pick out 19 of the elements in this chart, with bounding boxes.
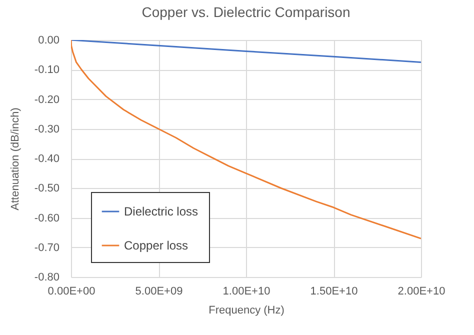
x-tick-label: 1.00E+10 [222, 286, 270, 298]
y-tick-label: -0.80 [34, 272, 60, 284]
x-tick-label: 2.00E+10 [398, 286, 446, 298]
y-tick-label: -0.40 [34, 153, 60, 165]
y-tick-label: 0.00 [38, 34, 60, 46]
x-axis-title: Frequency (Hz) [208, 304, 284, 316]
legend-label: Copper loss [124, 238, 188, 252]
x-tick-label: 5.00E+09 [135, 286, 183, 298]
legend-label: Dielectric loss [124, 204, 198, 218]
y-tick-label: -0.30 [34, 123, 60, 136]
y-tick-label: -0.20 [34, 94, 60, 106]
x-tick-label: 1.50E+10 [310, 286, 358, 298]
x-tick-label: 0.00E+00 [48, 286, 96, 298]
chart-title: Copper vs. Dielectric Comparison [142, 4, 350, 20]
y-tick-label: -0.70 [34, 242, 60, 254]
y-axis-title: Attenuation (dB/inch) [9, 108, 22, 210]
y-tick-label: -0.50 [34, 182, 60, 195]
y-tick-label: -0.60 [34, 212, 60, 224]
y-tick-label: -0.10 [34, 64, 60, 76]
